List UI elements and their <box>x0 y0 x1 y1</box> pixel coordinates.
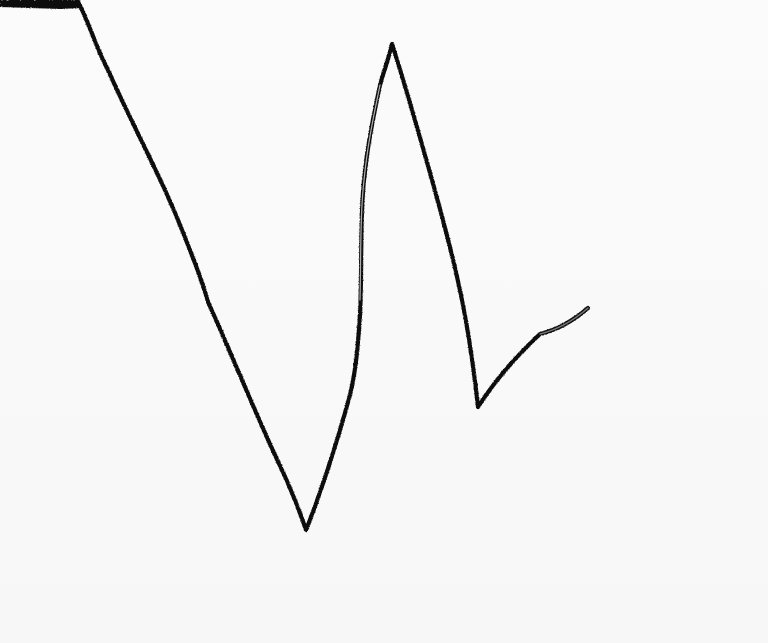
top-left-blotch <box>0 0 82 9</box>
zigzag-stroke <box>76 1 591 533</box>
zigzag-tail-taper <box>539 307 589 335</box>
zigzag-stroke-texture <box>359 84 381 301</box>
